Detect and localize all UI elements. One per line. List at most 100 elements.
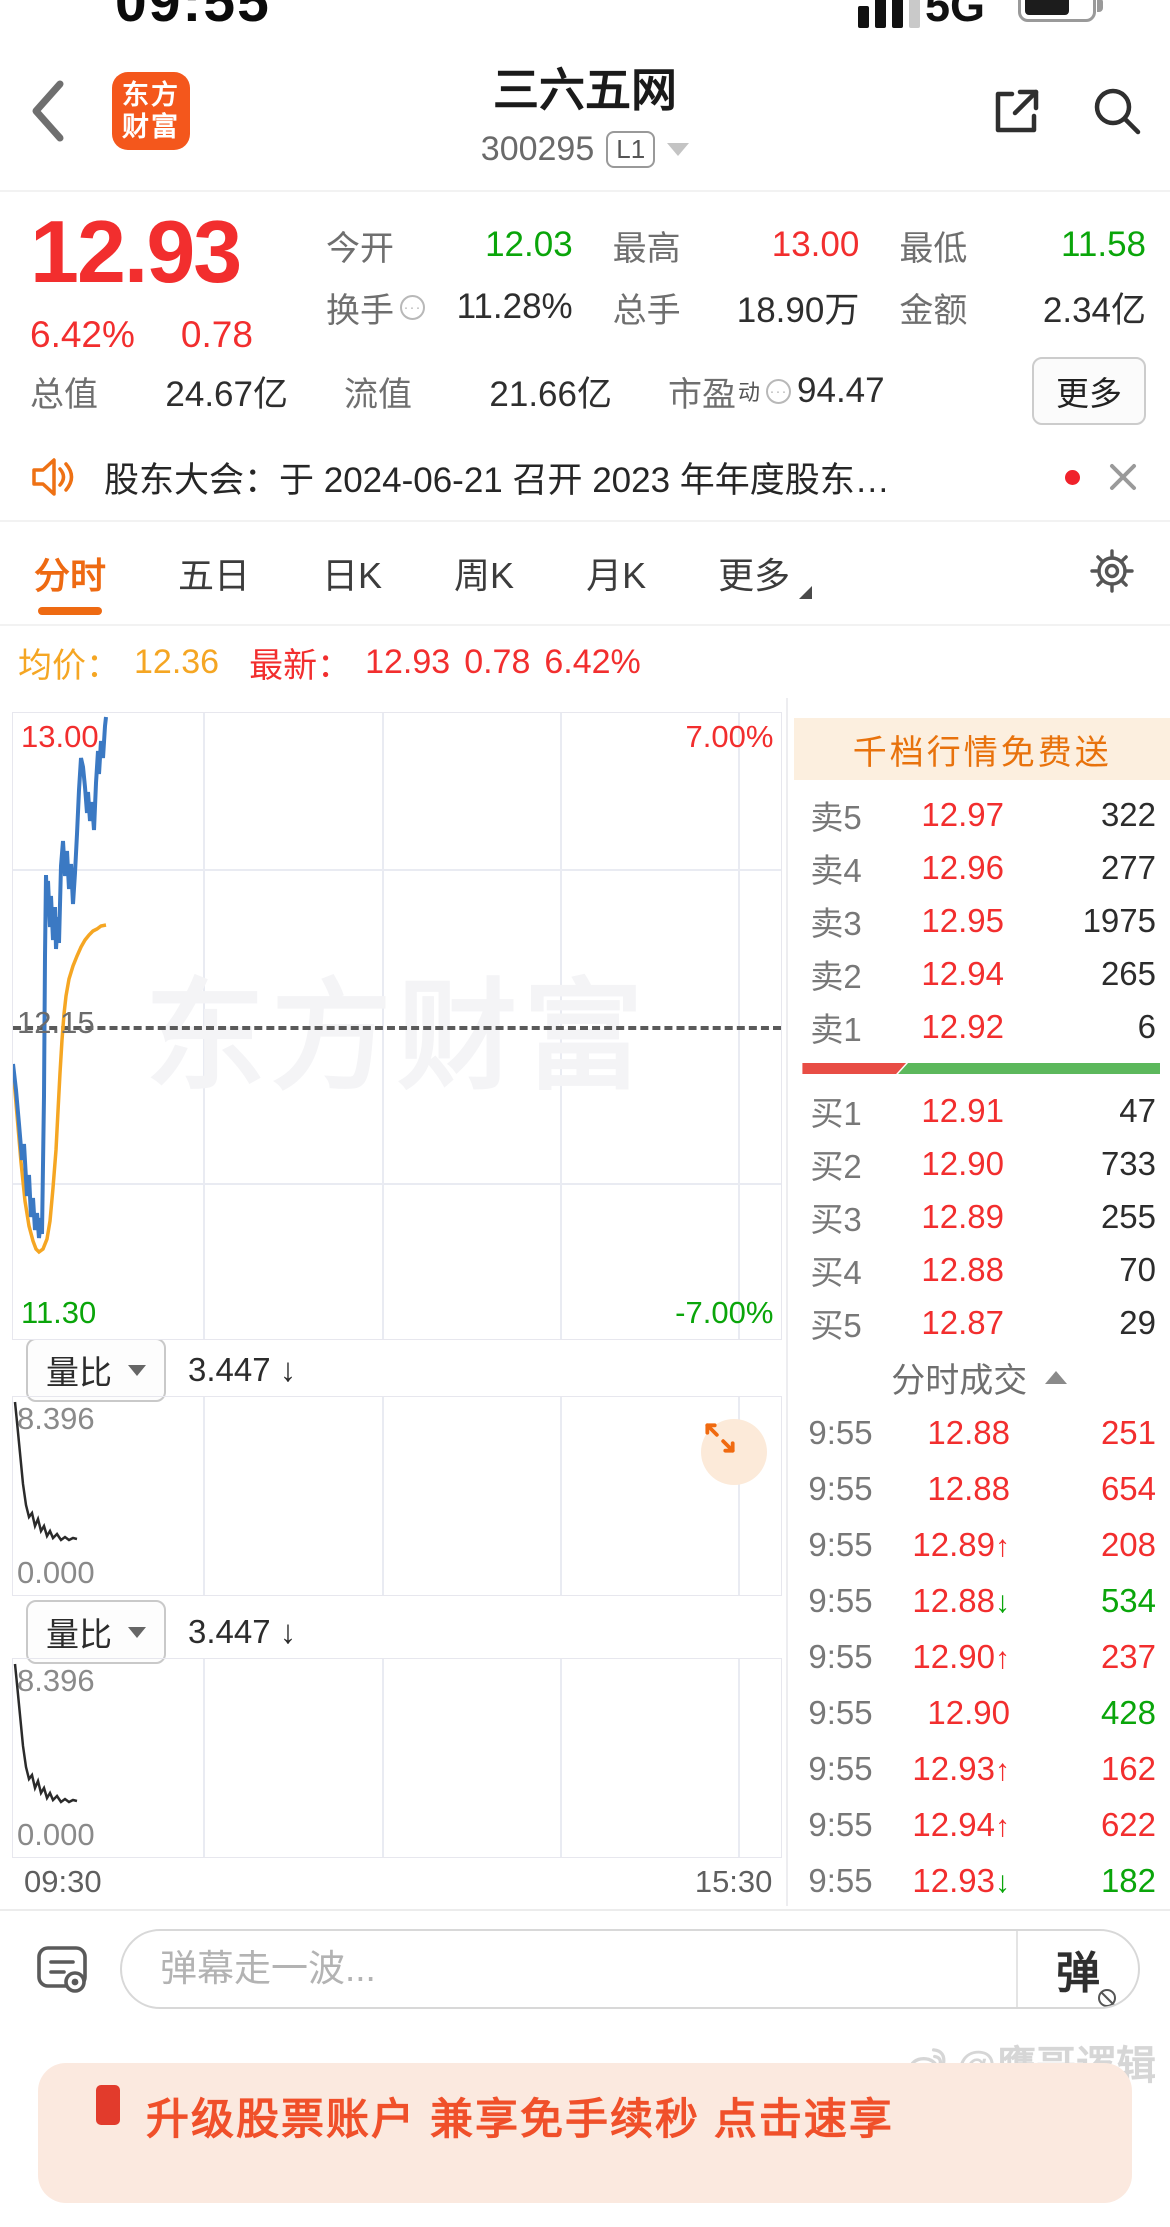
pct-max-label: 7.00%: [685, 719, 774, 754]
indicator-chart-2[interactable]: 8.396 0.000: [12, 1658, 783, 1858]
feed-list-icon[interactable]: [30, 1937, 94, 2001]
share-icon: [995, 89, 1039, 133]
order-level: 卖2: [810, 957, 862, 995]
trade-price: 12.88↓: [912, 1582, 1010, 1619]
chart-settings-button[interactable]: [1088, 547, 1136, 600]
trade-volume: 162: [1100, 1750, 1156, 1787]
sell-order-row[interactable]: 卖3 12.95 1975: [788, 894, 1170, 947]
sell-order-row[interactable]: 卖2 12.94 265: [788, 947, 1170, 1000]
stat-label: 总手: [612, 291, 681, 330]
search-button[interactable]: [1088, 82, 1146, 145]
trade-row[interactable]: 9:55 12.90 428: [788, 1685, 1170, 1741]
order-level: 买4: [810, 1253, 862, 1291]
trade-time: 9:55: [808, 1750, 873, 1787]
indicator-line: [13, 1401, 78, 1542]
eastmoney-logo[interactable]: 东方 财富: [112, 72, 190, 150]
tab-monthly-k[interactable]: 月K: [586, 555, 647, 596]
close-icon[interactable]: [1106, 460, 1140, 494]
comment-bar: 弹: [0, 1909, 1170, 2027]
danmaku-input[interactable]: [122, 1948, 1016, 1990]
quote-summary: 12.93 6.42% 0.78 今开 12.03 最高 13.00 最低 11.58…: [0, 192, 1170, 434]
sell-order-row[interactable]: 卖1 12.92 6: [788, 1000, 1170, 1053]
trade-volume: 182: [1100, 1862, 1156, 1899]
promo-ad-banner[interactable]: 升级股票账户 兼享免手续秒 点击速享: [38, 2063, 1132, 2203]
order-level: 卖3: [810, 904, 862, 942]
danmaku-input-pill: 弹: [120, 1929, 1140, 2009]
stat-label: 最低: [899, 229, 968, 268]
trade-row[interactable]: 9:55 12.90↑ 237: [788, 1629, 1170, 1685]
indicator-chart-1[interactable]: 8.396 0.000: [12, 1396, 783, 1596]
indicator-selector[interactable]: 量比: [26, 1600, 166, 1664]
time-start: 09:30: [24, 1864, 102, 1899]
trade-time: 9:55: [808, 1582, 873, 1619]
trade-row[interactable]: 9:55 12.88↓ 534: [788, 1573, 1170, 1629]
change-percent: 6.42%: [30, 314, 135, 355]
trade-time: 9:55: [808, 1638, 873, 1675]
order-price: 12.92: [921, 1007, 1004, 1045]
buy-order-row[interactable]: 买4 12.88 70: [788, 1243, 1170, 1296]
order-volume: 1975: [1082, 901, 1156, 939]
buy-order-row[interactable]: 买3 12.89 255: [788, 1190, 1170, 1243]
trade-time: 9:55: [808, 1526, 873, 1563]
trade-row[interactable]: 9:55 12.88 654: [788, 1461, 1170, 1517]
trade-direction-icon: ↓: [995, 1866, 1010, 1899]
chevron-down-icon[interactable]: [667, 143, 690, 156]
tab-5day[interactable]: 五日: [178, 555, 251, 596]
indicator-row: 量比 3.447 ↓: [12, 1338, 782, 1402]
trade-time: 9:55: [808, 1862, 873, 1899]
trade-time: 9:55: [808, 1694, 873, 1731]
trade-row[interactable]: 9:55 12.94↑ 622: [788, 1797, 1170, 1853]
order-book-panel: 千档行情免费送 卖5 12.97 322 卖4 12.96 277 卖3 12.…: [788, 698, 1170, 1909]
quote-level-badge[interactable]: L1: [606, 131, 656, 168]
trade-price: 12.94↑: [912, 1806, 1010, 1843]
order-level: 买3: [810, 1200, 862, 1238]
trade-row[interactable]: 9:55 12.88 251: [788, 1405, 1170, 1461]
trade-row[interactable]: 9:55 12.89↑ 208: [788, 1517, 1170, 1573]
order-price: 12.88: [921, 1250, 1004, 1288]
buy-ratio-segment: [898, 1063, 1160, 1074]
back-button[interactable]: [26, 78, 70, 149]
trade-price: 12.90↑: [912, 1638, 1010, 1675]
latest-value: 12.93: [365, 642, 451, 681]
buy-order-row[interactable]: 买1 12.91 47: [788, 1084, 1170, 1137]
status-time: 09:55: [115, 0, 271, 30]
y-min-label: 11.30: [21, 1295, 97, 1330]
indicator-value: 3.447 ↓: [188, 1613, 297, 1650]
buy-order-row[interactable]: 买2 12.90 733: [788, 1137, 1170, 1190]
expand-chart-button[interactable]: [701, 1419, 768, 1485]
announcement-text: 股东大会：于 2024-06-21 召开 2023 年年度股东…: [104, 460, 890, 500]
indicator-value: 3.447 ↓: [188, 1351, 297, 1388]
info-icon[interactable]: ···: [400, 294, 425, 320]
prev-close-label: 12.15: [17, 1005, 95, 1040]
prev-close-line: [13, 1026, 782, 1030]
trade-row[interactable]: 9:55 12.93↓ 182: [788, 1853, 1170, 1909]
order-volume: 6: [1137, 1007, 1156, 1045]
order-volume: 255: [1100, 1197, 1156, 1235]
tab-weekly-k[interactable]: 周K: [454, 555, 515, 596]
order-level: 买2: [810, 1147, 862, 1185]
buy-orders: 买1 12.91 47 买2 12.90 733 买3 12.89 255: [788, 1084, 1170, 1349]
indicator-max: 8.396: [17, 1401, 95, 1436]
indicator-selector[interactable]: 量比: [26, 1338, 166, 1402]
share-button[interactable]: [988, 82, 1046, 145]
info-icon[interactable]: ···: [766, 378, 792, 404]
tab-minute[interactable]: 分时: [34, 529, 106, 617]
trade-price: 12.93↑: [912, 1750, 1010, 1787]
gear-icon: [1090, 548, 1134, 593]
announcement-bar[interactable]: 股东大会：于 2024-06-21 召开 2023 年年度股东…: [0, 434, 1170, 522]
danmaku-toggle-button[interactable]: 弹: [1018, 1937, 1138, 2007]
trades-header[interactable]: 分时成交: [788, 1349, 1170, 1405]
sell-order-row[interactable]: 卖4 12.96 277: [788, 841, 1170, 894]
buy-order-row[interactable]: 买5 12.87 29: [788, 1296, 1170, 1349]
trade-volume: 208: [1100, 1526, 1156, 1563]
minute-chart[interactable]: 东方财富 13.00 7.00% 12.15 11.30 -7.00%: [12, 712, 783, 1340]
promo-banner[interactable]: 千档行情免费送: [794, 718, 1170, 780]
sell-order-row[interactable]: 卖5 12.97 322: [788, 788, 1170, 841]
tab-daily-k[interactable]: 日K: [322, 555, 383, 596]
tab-more[interactable]: 更多: [718, 529, 813, 617]
chart-section: 东方财富 13.00 7.00% 12.15 11.30 -7.00% 量比 3…: [0, 698, 1170, 1909]
more-stats-button[interactable]: 更多: [1032, 357, 1146, 425]
trade-row[interactable]: 9:55 12.93↑ 162: [788, 1741, 1170, 1797]
order-level: 买5: [810, 1306, 862, 1344]
divider: [1016, 1931, 1018, 2007]
